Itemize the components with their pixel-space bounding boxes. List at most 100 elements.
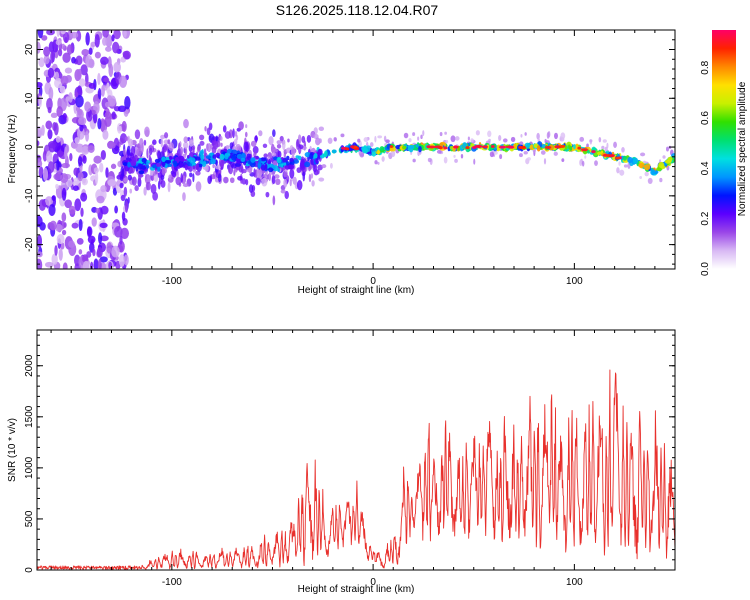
figure-title: S126.2025.118.12.04.R07: [276, 2, 439, 18]
scatter-blob: [263, 153, 268, 158]
noise-blob: [38, 199, 47, 211]
halo-blob: [443, 156, 448, 164]
noise-blob: [69, 152, 73, 162]
scatter-blob: [250, 140, 257, 147]
noise-blob: [99, 222, 108, 229]
noise-blob: [82, 155, 87, 164]
noise-blob: [77, 171, 84, 182]
scatter-blob: [268, 136, 274, 146]
noise-blob: [49, 220, 57, 231]
halo-blob: [340, 133, 345, 138]
noise-blob: [97, 72, 101, 86]
halo-blob: [363, 137, 369, 143]
scatter-blob: [276, 140, 282, 145]
ridge-blob: [127, 161, 131, 168]
halo-blob: [519, 153, 523, 158]
noise-blob: [74, 91, 79, 98]
spectrogram-y-tick-label: 10: [24, 92, 35, 104]
scatter-blob: [272, 195, 276, 206]
noise-blob: [99, 235, 109, 242]
noise-blob: [61, 162, 70, 169]
halo-blob: [639, 175, 643, 180]
scatter-blob: [192, 173, 195, 183]
halo-blob: [455, 136, 460, 141]
noise-blob: [37, 258, 43, 269]
noise-blob: [80, 145, 90, 155]
noise-blob: [104, 101, 111, 108]
scatter-blob: [119, 137, 124, 145]
noise-blob: [88, 58, 95, 69]
scatter-blob: [199, 140, 205, 146]
ridge-blob: [650, 169, 656, 176]
noise-blob: [95, 207, 100, 214]
ridge-blob: [347, 147, 353, 152]
ridge-blob: [377, 149, 380, 155]
halo-blob: [450, 135, 456, 143]
scatter-blob: [183, 136, 188, 143]
halo-blob: [359, 153, 365, 158]
scatter-blob: [218, 157, 225, 168]
ridge-blob: [317, 148, 323, 156]
ridge-blob: [161, 161, 166, 167]
scatter-blob: [301, 135, 306, 144]
scatter-blob: [265, 191, 270, 198]
noise-blob: [55, 183, 59, 190]
ridge-blob: [289, 157, 294, 162]
halo-blob: [453, 154, 456, 158]
halo-blob: [444, 131, 447, 135]
scatter-blob: [175, 176, 182, 186]
ridge-blob: [240, 157, 246, 162]
halo-blob: [369, 142, 374, 148]
halo-blob: [427, 157, 432, 163]
halo-blob: [598, 136, 602, 143]
noise-blob: [79, 123, 84, 132]
ridge-blob: [323, 150, 328, 158]
noise-blob: [53, 122, 59, 136]
ridge-blob: [130, 160, 137, 167]
noise-blob: [60, 173, 69, 184]
noise-blob: [75, 94, 84, 108]
ridge-blob: [200, 153, 205, 161]
noise-blob: [61, 43, 66, 50]
ridge-blob: [189, 157, 196, 164]
noise-blob: [104, 116, 112, 128]
ridge-blob: [371, 151, 377, 157]
noise-blob: [93, 258, 99, 269]
noise-blob: [121, 120, 127, 132]
scatter-blob: [199, 134, 205, 141]
scatter-blob: [238, 121, 244, 131]
noise-blob: [100, 56, 109, 65]
ridge-blob: [231, 155, 237, 161]
ridge-blob: [125, 157, 131, 161]
spectrogram-frame: [36, 29, 676, 270]
scatter-blob: [192, 146, 195, 155]
scatter-blob: [302, 171, 306, 182]
ridge-blob: [122, 162, 129, 166]
noise-blob: [41, 124, 45, 137]
scatter-blob: [182, 192, 186, 202]
noise-blob: [37, 30, 44, 39]
scatter-blob: [223, 176, 229, 184]
scatter-blob: [184, 146, 188, 156]
ridge-blob: [283, 162, 287, 166]
halo-blob: [659, 177, 663, 183]
scatter-blob: [261, 177, 268, 187]
ridge-blob: [184, 164, 189, 171]
scatter-blob: [160, 137, 164, 148]
scatter-blob: [220, 142, 223, 147]
scatter-blob: [272, 129, 276, 137]
scatter-blob: [148, 147, 153, 156]
halo-blob: [377, 135, 383, 139]
ridge-blob: [586, 149, 590, 154]
snr-y-tick-label: 2000: [24, 354, 35, 377]
ridge-blob: [138, 170, 145, 175]
ridge-blob: [178, 158, 185, 162]
noise-blob: [124, 200, 129, 213]
colorbar-tick-label: 0.4: [700, 161, 711, 175]
scatter-blob: [284, 190, 289, 200]
halo-blob: [390, 150, 396, 157]
noise-blob: [61, 212, 67, 222]
halo-blob: [475, 130, 480, 136]
noise-blob: [62, 112, 67, 120]
